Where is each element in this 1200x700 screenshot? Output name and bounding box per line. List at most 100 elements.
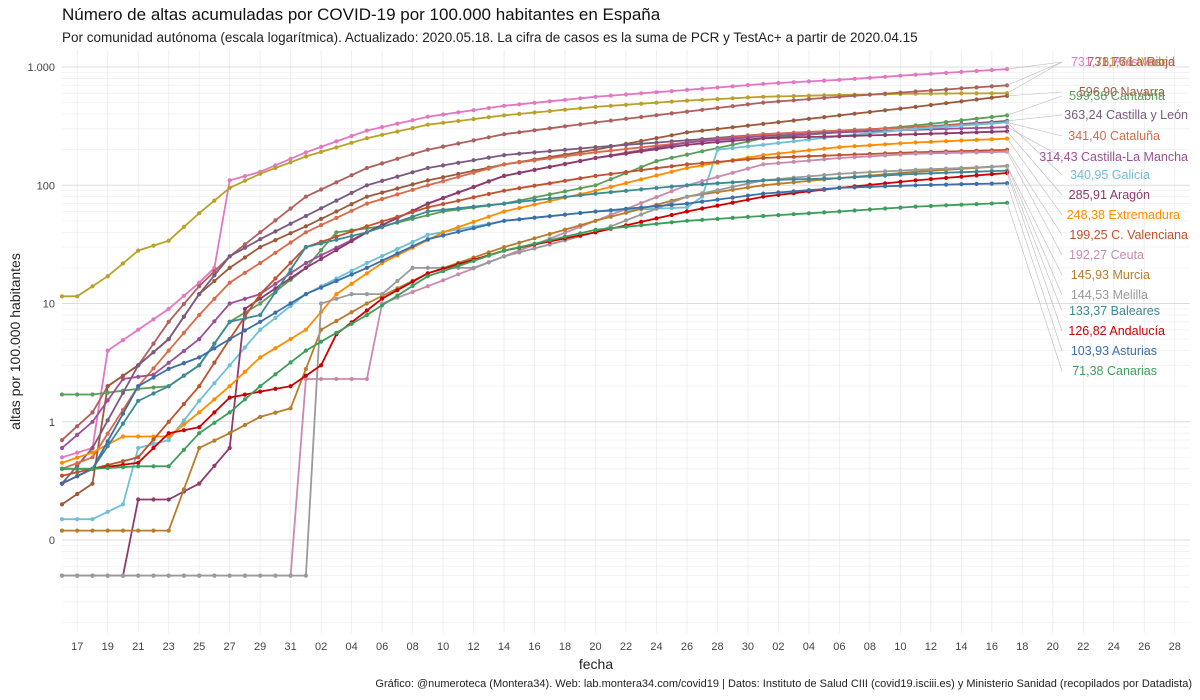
data-point	[654, 113, 659, 118]
data-point	[959, 202, 964, 207]
data-point	[136, 398, 141, 403]
data-point	[532, 241, 537, 246]
data-point	[715, 197, 720, 202]
data-point	[883, 173, 888, 178]
data-point	[471, 108, 476, 113]
data-point	[471, 170, 476, 175]
data-point	[684, 205, 690, 210]
data-point	[75, 466, 80, 471]
data-point	[654, 204, 659, 209]
data-point	[242, 174, 247, 179]
data-point	[547, 231, 552, 237]
data-point	[517, 111, 522, 116]
data-point	[334, 234, 339, 239]
label-connector	[1006, 170, 1063, 312]
data-point	[486, 191, 491, 197]
data-point	[197, 211, 202, 216]
data-point	[166, 360, 171, 365]
data-point	[441, 195, 446, 201]
data-point	[578, 193, 583, 198]
data-point	[562, 154, 568, 159]
data-point	[380, 178, 385, 183]
data-point	[303, 194, 308, 199]
data-point	[364, 301, 369, 306]
data-point	[319, 223, 324, 228]
data-point	[456, 263, 461, 269]
data-point	[227, 280, 232, 285]
data-point	[974, 85, 979, 90]
data-point	[212, 463, 217, 468]
data-point	[212, 346, 217, 351]
data-point	[700, 97, 705, 102]
data-point	[913, 104, 918, 109]
data-point	[502, 201, 507, 206]
y-tick-label: 100	[37, 180, 55, 192]
data-point	[319, 376, 324, 382]
data-point	[212, 410, 217, 415]
data-point	[883, 206, 888, 211]
data-point	[334, 198, 339, 203]
data-point	[852, 133, 857, 138]
data-point	[761, 153, 766, 158]
data-point	[212, 381, 217, 386]
data-point	[684, 165, 690, 171]
data-point	[502, 218, 507, 223]
data-point	[486, 260, 491, 265]
data-point	[806, 97, 812, 102]
data-point	[532, 110, 537, 115]
data-point	[334, 376, 339, 382]
data-point	[989, 172, 994, 177]
data-point	[90, 450, 95, 455]
data-point	[593, 188, 598, 193]
data-point	[181, 487, 186, 492]
data-point	[258, 573, 263, 578]
data-point	[349, 208, 354, 213]
data-point	[562, 189, 568, 194]
data-point	[441, 179, 446, 184]
data-point	[883, 142, 888, 147]
data-point	[486, 214, 491, 219]
data-point	[75, 470, 80, 475]
x-tick-label: 12	[467, 641, 479, 653]
data-point	[181, 330, 186, 335]
x-tick-label: 18	[1016, 641, 1028, 653]
data-point	[578, 231, 583, 236]
series-label: 126,82 Andalucía	[1068, 324, 1165, 338]
label-connector	[1006, 172, 1063, 332]
data-point	[974, 202, 979, 207]
data-point	[867, 143, 873, 148]
data-point	[120, 434, 126, 439]
data-point	[319, 301, 324, 306]
data-point	[669, 89, 674, 94]
data-point	[822, 134, 827, 139]
data-point	[898, 106, 903, 111]
data-point	[959, 118, 964, 123]
data-point	[959, 170, 964, 175]
data-point	[837, 185, 842, 190]
data-point	[806, 93, 812, 98]
data-point	[151, 341, 156, 346]
data-point	[944, 150, 949, 156]
x-tick-label: 10	[894, 641, 906, 653]
data-point	[959, 150, 964, 155]
series-label: 340,95 Galicia	[1070, 168, 1150, 182]
data-point	[380, 196, 385, 202]
data-point	[776, 120, 781, 125]
data-point	[883, 184, 888, 189]
data-point	[959, 99, 964, 104]
data-point	[822, 146, 827, 151]
data-point	[456, 118, 461, 124]
data-point	[212, 438, 217, 443]
data-point	[776, 181, 781, 186]
data-point	[608, 93, 613, 98]
data-point	[745, 166, 751, 171]
data-point	[227, 431, 232, 436]
data-point	[456, 160, 461, 165]
data-point	[319, 187, 324, 192]
data-point	[730, 84, 735, 89]
data-point	[212, 265, 217, 270]
data-point	[288, 573, 293, 578]
data-point	[486, 253, 491, 258]
data-point	[105, 274, 110, 279]
